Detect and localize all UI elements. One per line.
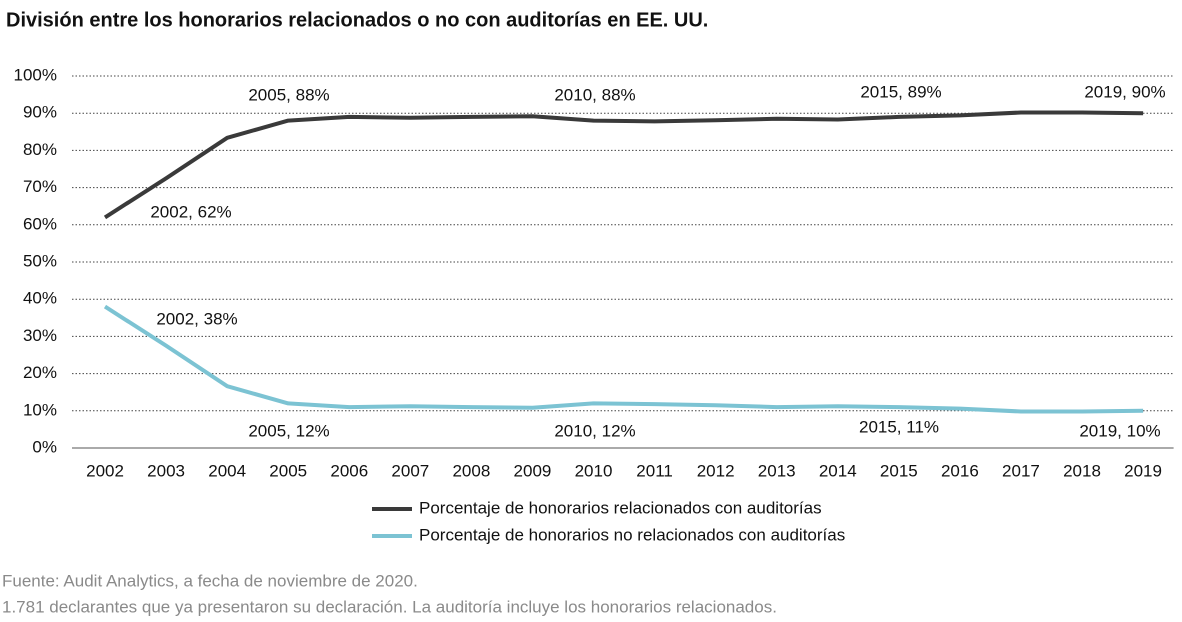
x-tick-label: 2002 xyxy=(86,461,124,480)
footnote: 1.781 declarantes que ya presentaron su … xyxy=(2,597,777,616)
annotation: 2019, 10% xyxy=(1079,421,1160,440)
source-note: Fuente: Audit Analytics, a fecha de novi… xyxy=(2,571,418,590)
annotation: 2019, 90% xyxy=(1084,82,1165,101)
y-tick-label: 40% xyxy=(23,289,57,308)
x-tick-label: 2011 xyxy=(636,461,673,480)
x-tick-label: 2019 xyxy=(1124,461,1162,480)
annotation: 2002, 62% xyxy=(150,202,231,221)
x-tick-label: 2008 xyxy=(452,461,490,480)
data-line xyxy=(103,304,1144,414)
x-tick-label: 2010 xyxy=(575,461,613,480)
y-tick-label: 10% xyxy=(23,400,57,419)
y-tick-label: 70% xyxy=(23,177,57,196)
annotation: 2005, 88% xyxy=(248,85,329,104)
annotation: 2010, 12% xyxy=(554,421,635,440)
x-tick-label: 2016 xyxy=(941,461,979,480)
y-tick-label: 80% xyxy=(23,140,57,159)
x-tick-label: 2004 xyxy=(208,461,246,480)
annotation: 2005, 12% xyxy=(248,421,329,440)
x-tick-label: 2013 xyxy=(758,461,796,480)
legend-label: Porcentaje de honorarios relacionados co… xyxy=(419,498,822,517)
y-tick-label: 60% xyxy=(23,214,57,233)
x-tick-label: 2014 xyxy=(819,461,857,480)
y-tick-label: 100% xyxy=(14,65,57,84)
chart-title: División entre los honorarios relacionad… xyxy=(6,9,708,31)
y-tick-label: 50% xyxy=(23,251,57,270)
x-tick-label: 2018 xyxy=(1063,461,1101,480)
y-tick-label: 30% xyxy=(23,326,57,345)
annotation: 2010, 88% xyxy=(554,85,635,104)
annotation: 2015, 89% xyxy=(860,82,941,101)
y-tick-label: 90% xyxy=(23,103,57,122)
x-tick-label: 2003 xyxy=(147,461,185,480)
x-tick-label: 2006 xyxy=(330,461,368,480)
x-tick-label: 2017 xyxy=(1002,461,1040,480)
x-tick-label: 2009 xyxy=(514,461,552,480)
x-tick-label: 2012 xyxy=(697,461,735,480)
annotation: 2002, 38% xyxy=(156,309,237,328)
annotation: 2015, 11% xyxy=(859,417,939,436)
x-tick-label: 2007 xyxy=(391,461,429,480)
x-tick-label: 2015 xyxy=(880,461,918,480)
data-line xyxy=(103,110,1144,220)
x-tick-label: 2005 xyxy=(269,461,307,480)
legend-label: Porcentaje de honorarios no relacionados… xyxy=(419,525,845,544)
y-tick-label: 0% xyxy=(32,437,57,456)
y-tick-label: 20% xyxy=(23,363,57,382)
